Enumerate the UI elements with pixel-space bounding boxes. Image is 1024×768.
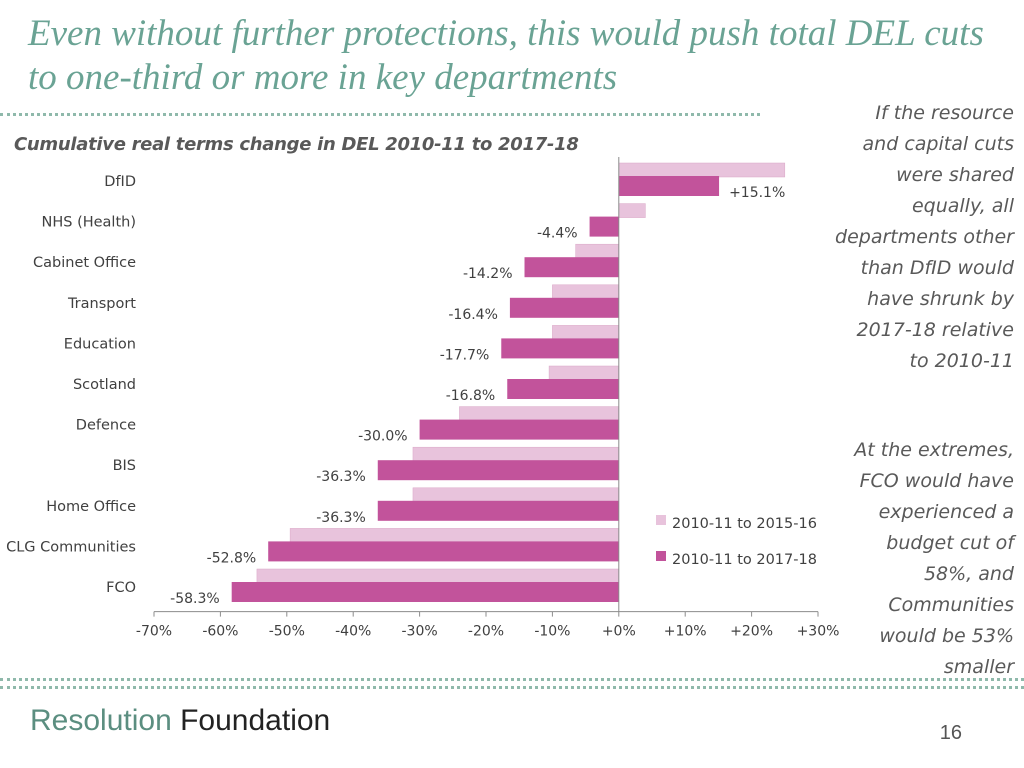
note-shared-cuts: If the resource and capital cuts were sh… [835, 102, 1014, 372]
brand-logo: Resolution Foundation [30, 704, 330, 738]
legend-swatch-2015-16 [656, 515, 666, 525]
x-tick-label: +30% [797, 624, 840, 640]
bar-2017-18-education [501, 338, 619, 359]
bar-2017-18-nhs-health [589, 216, 619, 237]
category-label-fco: FCO [106, 580, 136, 596]
bar-2015-16-transport [552, 284, 620, 300]
bar-2015-16-home-office [412, 487, 620, 503]
data-label-scotland: -16.8% [446, 388, 496, 404]
legend-swatch-2017-18 [656, 551, 666, 561]
bar-2017-18-bis [377, 460, 619, 481]
slide-title: Even without further protections, this w… [28, 13, 984, 98]
brand-word-resolution: Resolution [30, 704, 172, 737]
data-label-cabinet-office: -14.2% [463, 266, 513, 282]
bar-chart: DfID +15.1% NHS (Health) -4.4% Cabinet Offic… [6, 157, 840, 640]
category-label-defence: Defence [76, 418, 136, 434]
x-tick-label: -40% [335, 624, 371, 640]
bar-2015-16-defence [459, 406, 620, 421]
x-tick-label: -10% [534, 624, 570, 640]
x-tick-label: -50% [269, 624, 305, 640]
category-label-cabinet-office: Cabinet Office [33, 255, 136, 271]
bar-2017-18-defence [419, 419, 619, 440]
note-extremes: At the extremes, FCO would have experien… [854, 439, 1014, 678]
footer-divider [0, 678, 1024, 681]
data-label-clg-communities: -52.8% [207, 550, 257, 566]
bar-2017-18-fco [231, 582, 619, 602]
bar-2017-18-home-office [377, 500, 619, 521]
bar-2015-16-cabinet-office [575, 243, 620, 259]
data-label-transport: -16.4% [448, 307, 498, 323]
bar-2015-16-education [552, 325, 620, 340]
category-label-dfid: DfID [104, 174, 136, 190]
data-label-home-office: -36.3% [316, 510, 366, 526]
bar-2017-18-dfid [618, 176, 720, 196]
bar-2015-16-bis [412, 446, 620, 462]
data-label-education: -17.7% [440, 347, 490, 363]
bar-2015-16-nhs-health [618, 203, 646, 218]
category-label-transport: Transport [67, 296, 136, 312]
category-label-home-office: Home Office [46, 499, 136, 515]
bar-2017-18-clg-communities [268, 541, 619, 562]
category-label-clg-communities: CLG Communities [6, 539, 136, 555]
category-label-bis: BIS [113, 458, 136, 474]
legend-label-2017-18: 2010-11 to 2017-18 [672, 552, 817, 568]
data-label-defence: -30.0% [358, 429, 408, 445]
x-tick-label: +0% [602, 624, 636, 640]
bar-2015-16-fco [256, 568, 620, 584]
chart-title: Cumulative real terms change in DEL 2010… [14, 134, 579, 155]
x-tick-label: -30% [402, 624, 438, 640]
page-number: 16 [939, 722, 962, 744]
x-tick-label: +20% [730, 624, 773, 640]
bar-2015-16-clg-communities [289, 528, 620, 543]
bar-2015-16-scotland [548, 365, 620, 381]
data-label-fco: -58.3% [170, 591, 220, 607]
data-label-nhs-health: -4.4% [537, 226, 578, 242]
x-tick-label: -20% [468, 624, 504, 640]
footer-divider-2 [0, 686, 1024, 689]
data-label-bis: -36.3% [316, 469, 366, 485]
x-tick-label: -70% [136, 624, 172, 640]
category-label-nhs-health: NHS (Health) [42, 215, 137, 231]
data-label-dfid: +15.1% [729, 185, 785, 201]
legend-label-2015-16: 2010-11 to 2015-16 [672, 516, 817, 532]
bar-2017-18-scotland [507, 379, 619, 399]
bar-2017-18-transport [509, 297, 619, 318]
category-label-education: Education [64, 336, 136, 352]
brand-word-foundation: Foundation [180, 704, 331, 737]
bar-2015-16-dfid [618, 162, 786, 178]
x-tick-label: -60% [202, 624, 238, 640]
title-divider [0, 113, 760, 116]
category-label-scotland: Scotland [73, 377, 136, 393]
bar-2017-18-cabinet-office [524, 257, 619, 278]
x-tick-label: +10% [664, 624, 707, 640]
